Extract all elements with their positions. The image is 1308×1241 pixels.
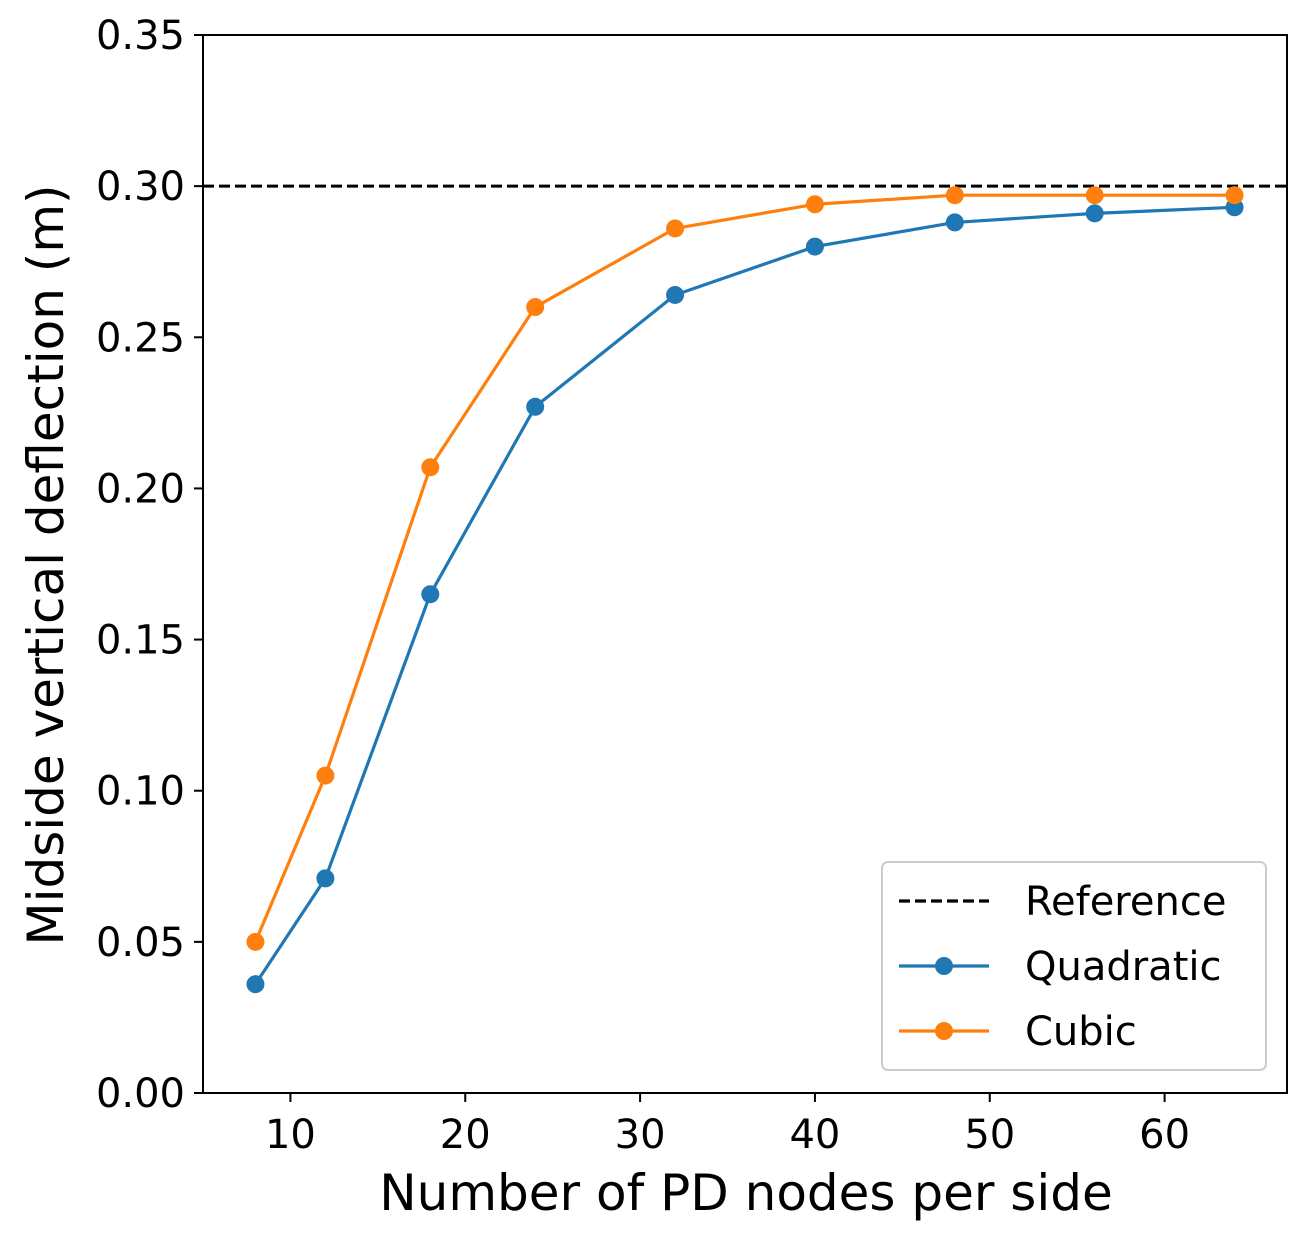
plot-area bbox=[203, 184, 1287, 994]
y-tick-label: 0.00 bbox=[96, 1071, 185, 1117]
y-tick-label: 0.10 bbox=[96, 769, 185, 815]
data-point-cubic bbox=[1085, 186, 1104, 205]
x-axis-label: Number of PD nodes per side bbox=[379, 1164, 1113, 1222]
legend-label-quadratic: Quadratic bbox=[1025, 944, 1221, 990]
y-axis-label: Midside vertical deflection (m) bbox=[17, 184, 75, 945]
data-point-cubic bbox=[526, 298, 545, 317]
axes: 10 20 30 40 50 60 0.00 0.05 0.10 0.15 0.20 0.25 0.30… bbox=[96, 13, 1288, 1158]
x-tick-label: 10 bbox=[265, 1112, 316, 1158]
data-point-quadratic bbox=[805, 237, 824, 256]
data-point-cubic bbox=[246, 932, 265, 951]
y-tick-label: 0.30 bbox=[96, 164, 185, 210]
y-tick-label: 0.25 bbox=[96, 315, 185, 361]
axes-frame bbox=[202, 34, 1288, 1094]
data-point-quadratic bbox=[246, 975, 265, 994]
data-point-quadratic bbox=[421, 585, 440, 604]
data-point-cubic bbox=[1225, 186, 1244, 205]
data-point-cubic bbox=[421, 458, 440, 477]
data-point-cubic bbox=[805, 195, 824, 214]
legend-label-reference: Reference bbox=[1025, 879, 1226, 925]
x-tick-label: 50 bbox=[964, 1112, 1015, 1158]
y-tick-label: 0.20 bbox=[96, 466, 185, 512]
y-tick-label: 0.35 bbox=[96, 13, 185, 59]
data-point-quadratic bbox=[526, 397, 545, 416]
legend-marker-quadratic bbox=[935, 957, 953, 975]
x-tick-label: 20 bbox=[440, 1112, 491, 1158]
legend-box bbox=[881, 861, 1267, 1071]
x-tick-label: 40 bbox=[789, 1112, 840, 1158]
data-point-quadratic bbox=[316, 869, 335, 888]
x-tick-label: 60 bbox=[1139, 1112, 1190, 1158]
data-point-cubic bbox=[316, 766, 335, 785]
data-point-quadratic bbox=[666, 285, 685, 304]
x-tick-label: 30 bbox=[615, 1112, 666, 1158]
legend-marker-cubic bbox=[935, 1022, 953, 1040]
y-tick-label: 0.15 bbox=[96, 618, 185, 664]
y-tick-label: 0.05 bbox=[96, 920, 185, 966]
data-point-cubic bbox=[666, 219, 685, 238]
data-point-quadratic bbox=[1085, 204, 1104, 223]
data-point-quadratic bbox=[945, 213, 964, 232]
legend: Reference Quadratic Cubic bbox=[881, 861, 1267, 1071]
legend-label-cubic: Cubic bbox=[1025, 1009, 1137, 1055]
data-point-cubic bbox=[945, 186, 964, 205]
